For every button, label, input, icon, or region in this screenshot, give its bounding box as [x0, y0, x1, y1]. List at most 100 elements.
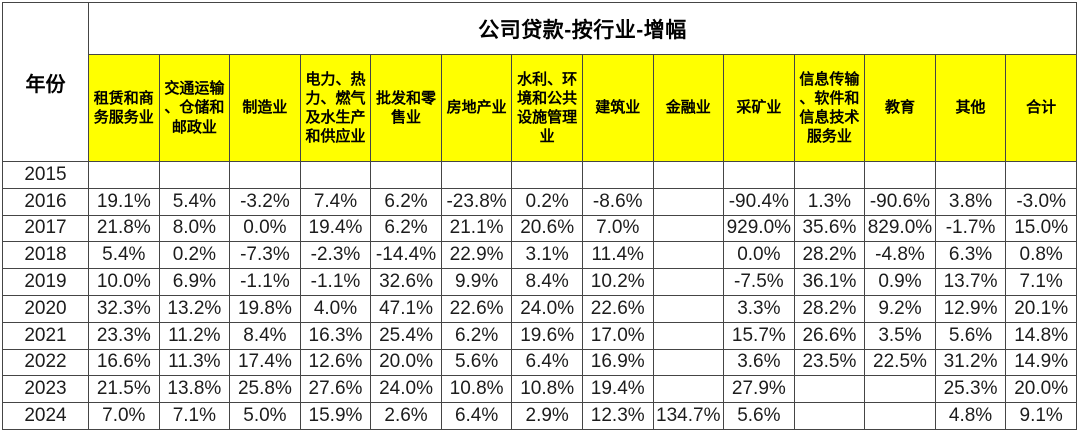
value-cell: -2.3%	[299, 241, 372, 270]
value-cell: 13.7%	[934, 268, 1007, 296]
industry-loan-table: 年份 公司贷款-按行业-增幅 租赁和商务服务业 交通运输、仓储和邮政业 制造业 电力、…	[2, 2, 1077, 430]
value-cell: -90.6%	[864, 187, 936, 216]
value-cell: 8.0%	[158, 214, 231, 243]
value-cell: 28.2%	[793, 294, 866, 323]
value-cell: 21.5%	[88, 375, 160, 404]
value-cell	[864, 375, 936, 404]
column-header-4: 电力、热力、燃气及水生产和供应业	[299, 54, 372, 162]
column-header-12: 教育	[864, 54, 936, 162]
value-cell: -23.8%	[440, 187, 513, 216]
year-column-header: 年份	[2, 2, 89, 162]
value-cell	[652, 268, 725, 296]
table-row: 2022 16.6% 11.3% 17.4% 12.6% 20.0% 5.6% 6.4% 16.…	[2, 348, 1077, 377]
value-cell: 5.0%	[229, 402, 301, 430]
value-cell: 5.6%	[934, 321, 1007, 350]
table-row: 2017 21.8% 8.0% 0.0% 19.4% 6.2% 21.1% 20.6% 7.0%…	[2, 214, 1077, 243]
value-cell: -90.4%	[723, 187, 795, 216]
value-cell: 47.1%	[370, 294, 442, 323]
value-cell: 21.8%	[88, 214, 160, 243]
value-cell: -1.7%	[934, 214, 1007, 243]
value-cell	[511, 161, 583, 189]
value-cell: 22.6%	[440, 294, 513, 323]
value-cell: 22.9%	[440, 241, 513, 270]
value-cell: 2.9%	[511, 402, 583, 430]
value-cell	[793, 402, 866, 430]
value-cell: 12.3%	[581, 402, 654, 430]
year-cell: 2016	[2, 187, 89, 216]
value-cell: 929.0%	[723, 214, 795, 243]
table-row: 2024 7.0% 7.1% 5.0% 15.9% 2.6% 6.4% 2.9% 12.3% 13…	[2, 402, 1077, 430]
value-cell: 16.3%	[299, 321, 372, 350]
value-cell: 16.6%	[88, 348, 160, 377]
value-cell	[1005, 161, 1077, 189]
value-cell: -1.1%	[229, 268, 301, 296]
value-cell: 20.0%	[370, 348, 442, 377]
value-cell: 25.8%	[229, 375, 301, 404]
value-cell: -7.3%	[229, 241, 301, 270]
value-cell: 19.6%	[511, 321, 583, 350]
value-cell: 31.2%	[934, 348, 1007, 377]
value-cell: 134.7%	[652, 402, 725, 430]
value-cell: 14.8%	[1005, 321, 1077, 350]
value-cell: 0.0%	[229, 214, 301, 243]
value-cell	[370, 161, 442, 189]
value-cell: 0.0%	[723, 241, 795, 270]
value-cell: 27.9%	[723, 375, 795, 404]
value-cell: 28.2%	[793, 241, 866, 270]
year-cell: 2021	[2, 321, 89, 350]
value-cell	[864, 402, 936, 430]
column-header-9: 金融业	[652, 54, 725, 162]
value-cell: 5.4%	[158, 187, 231, 216]
value-cell: 2.6%	[370, 402, 442, 430]
value-cell: 3.3%	[723, 294, 795, 323]
value-cell: 24.0%	[370, 375, 442, 404]
value-cell	[652, 161, 725, 189]
value-cell: 6.4%	[511, 348, 583, 377]
value-cell: 3.1%	[511, 241, 583, 270]
value-cell: 9.2%	[864, 294, 936, 323]
value-cell: 10.8%	[440, 375, 513, 404]
value-cell: 19.8%	[229, 294, 301, 323]
column-header-10: 采矿业	[723, 54, 795, 162]
year-cell: 2022	[2, 348, 89, 377]
value-cell: 6.9%	[158, 268, 231, 296]
table-title: 公司贷款-按行业-增幅	[88, 2, 1077, 55]
value-cell: 3.6%	[723, 348, 795, 377]
value-cell: 10.2%	[581, 268, 654, 296]
table-row: 2023 21.5% 13.8% 25.8% 27.6% 24.0% 10.8% 10.8% 1…	[2, 375, 1077, 404]
value-cell: 5.4%	[88, 241, 160, 270]
value-cell	[88, 161, 160, 189]
column-header-5: 批发和零售业	[370, 54, 442, 162]
value-cell: 829.0%	[864, 214, 936, 243]
value-cell: 27.6%	[299, 375, 372, 404]
value-cell	[723, 161, 795, 189]
column-header-1: 租赁和商务服务业	[88, 54, 160, 162]
value-cell: 13.2%	[158, 294, 231, 323]
value-cell: 20.6%	[511, 214, 583, 243]
column-header-11: 信息传输、软件和信息技术服务业	[793, 54, 866, 162]
column-header-14: 合计	[1005, 54, 1077, 162]
value-cell: 17.0%	[581, 321, 654, 350]
value-cell: 13.8%	[158, 375, 231, 404]
table-row: 2020 32.3% 13.2% 19.8% 4.0% 47.1% 22.6% 24.0% 22…	[2, 294, 1077, 323]
value-cell: 8.4%	[229, 321, 301, 350]
value-cell: -14.4%	[370, 241, 442, 270]
value-cell: 6.2%	[370, 187, 442, 216]
value-cell: 0.8%	[1005, 241, 1077, 270]
year-cell: 2024	[2, 402, 89, 430]
value-cell: -4.8%	[864, 241, 936, 270]
value-cell: 4.0%	[299, 294, 372, 323]
column-header-7: 水利、环境和公共设施管理业	[511, 54, 583, 162]
value-cell: -7.5%	[723, 268, 795, 296]
value-cell: 6.2%	[440, 321, 513, 350]
value-cell: 25.4%	[370, 321, 442, 350]
value-cell	[652, 214, 725, 243]
table-row: 2016 19.1% 5.4% -3.2% 7.4% 6.2% -23.8% 0.2% -8.6…	[2, 187, 1077, 216]
value-cell: 24.0%	[511, 294, 583, 323]
value-cell	[652, 294, 725, 323]
value-cell: 0.2%	[511, 187, 583, 216]
value-cell	[652, 375, 725, 404]
column-header-row: 租赁和商务服务业 交通运输、仓储和邮政业 制造业 电力、热力、燃气及水生产和供应业 批发…	[3, 54, 1077, 162]
year-cell: 2017	[2, 214, 89, 243]
value-cell	[158, 161, 231, 189]
